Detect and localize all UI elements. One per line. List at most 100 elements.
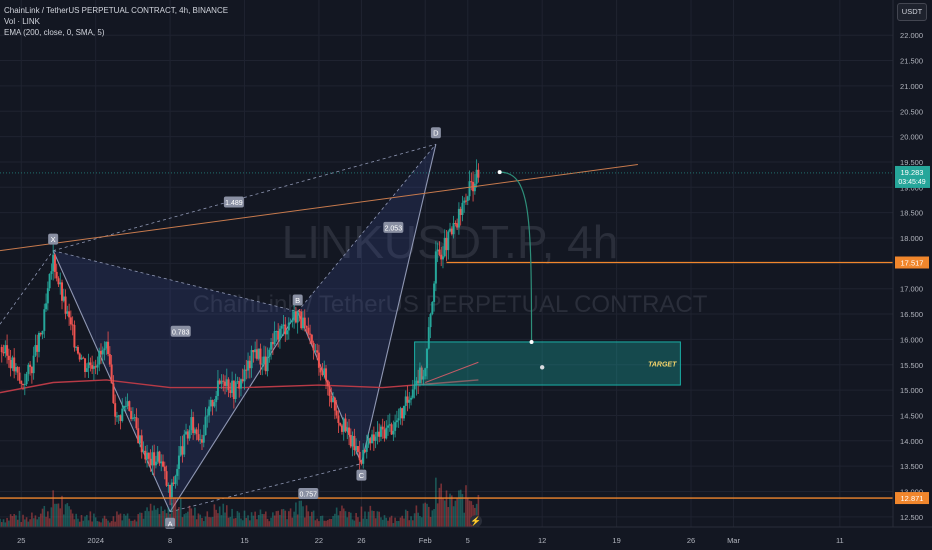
volume-bar [295,502,297,527]
candle [37,332,40,352]
candle [114,403,117,417]
candle [310,334,313,343]
volume-bar [61,495,63,527]
time-tick-label: 5 [466,536,470,545]
candle [165,471,168,486]
volume-bar [158,514,161,527]
candle [82,357,85,359]
volume-bar [234,518,237,527]
volume-bar [160,506,163,527]
candle [286,330,289,335]
volume-bar [334,513,336,527]
candle [190,417,193,431]
candle [121,408,124,421]
candle [349,434,352,447]
volume-legend[interactable]: Vol · LINK [4,17,41,26]
volume-bar [461,494,464,527]
volume-bar [135,521,138,527]
candle [222,380,225,382]
volume-bar [43,505,46,527]
volume-bar [311,511,313,527]
candle [387,425,390,428]
candle [250,350,253,369]
candle [2,352,5,354]
candle [436,249,439,252]
volume-bar [344,511,347,527]
candle [280,326,283,329]
candle [333,397,336,411]
volume-bar [109,522,111,527]
volume-bar [249,520,251,527]
volume-bar [263,514,265,527]
candle [447,231,450,251]
candle [69,317,72,325]
volume-bar [217,513,219,527]
pattern-point-badge [356,469,367,481]
candle [337,415,340,423]
volume-bar [82,520,85,527]
candle [130,411,133,419]
volume-bar [369,505,372,527]
price-tick-label: 13.500 [900,462,923,471]
volume-bar [415,505,418,527]
volume-bar [114,521,116,527]
volume-bar [224,512,226,527]
volume-bar [387,520,389,527]
candle [410,397,413,400]
volume-bar [254,511,256,527]
level-price-badge [895,256,929,269]
volume-bar [62,514,65,527]
volume-bar [112,516,115,527]
candle [395,420,398,423]
candle [227,379,230,391]
candle [241,379,244,382]
candle [92,366,95,369]
alert-bell-icon[interactable]: ⚡ [470,515,482,527]
candle [236,381,239,383]
candle [277,331,280,340]
candle [53,254,56,272]
volume-bar [305,505,308,527]
level-price-label: 17.517 [901,258,924,267]
candle [289,321,292,323]
volume-bar [323,520,326,527]
projection-end-dot [529,339,534,344]
volume-bar [105,518,108,527]
volume-bar [225,505,228,527]
symbol-legend[interactable]: ChainLink / TetherUS PERPETUAL CONTRACT,… [4,6,229,15]
candle [457,208,460,228]
volume-bar [38,517,40,527]
time-tick-label: 26 [687,536,695,545]
candle [192,417,195,434]
ema-legend[interactable]: EMA (200, close, 0, SMA, 5) [4,28,105,37]
candle [325,368,328,381]
volume-bar [341,505,343,527]
volume-bar [259,509,262,527]
candle [363,449,366,452]
candle [268,349,271,357]
candle [195,429,198,435]
candle [52,254,55,272]
candle [156,451,159,462]
candle [124,406,127,408]
volume-bar [133,519,136,527]
pattern-ratio-line [169,463,362,513]
volume-bar [442,497,444,527]
volume-bar [261,513,264,527]
volume-bar [16,519,19,527]
volume-bar [339,511,341,527]
candle [459,208,462,215]
candle [22,383,25,385]
candle [119,415,122,421]
volume-bar [243,510,246,527]
volume-bar [100,522,102,527]
currency-button[interactable]: USDT [897,3,927,21]
candle [158,451,161,464]
volume-bar [197,513,200,527]
ratio-label: 0.783 [172,329,190,336]
candle [99,350,102,355]
candle [32,355,35,374]
volume-bar [293,511,295,527]
candle [59,282,62,285]
